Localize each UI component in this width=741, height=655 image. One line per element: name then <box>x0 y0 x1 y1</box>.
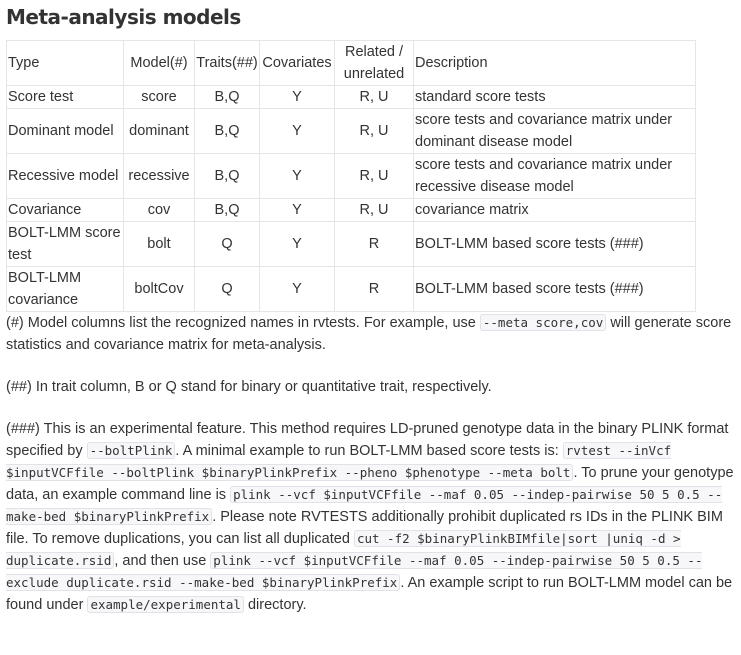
table-row: BOLT-LMM score test bolt Q Y R BOLT-LMM … <box>6 221 696 267</box>
table-row: Recessive model recessive B,Q Y R, U sco… <box>6 153 696 199</box>
cell-model: recessive <box>123 153 195 199</box>
cell-covariates: Y <box>259 221 335 267</box>
cell-type: Dominant model <box>6 108 124 154</box>
cell-type: Covariance <box>6 198 124 222</box>
cell-type: Score test <box>6 85 124 109</box>
paragraph-gap <box>6 356 735 376</box>
cell-description: score tests and covariance matrix under … <box>413 153 696 199</box>
cell-model: bolt <box>123 221 195 267</box>
code-boltplink: --boltPlink <box>86 442 176 459</box>
table-header-row: Type Model(#) Traits(##) Covariates Rela… <box>6 40 696 86</box>
table-row: Dominant model dominant B,Q Y R, U score… <box>6 108 696 154</box>
page: Meta-analysis models Type Model(#) Trait… <box>6 5 735 616</box>
cell-related: R <box>334 266 414 312</box>
note3-text: . To prune your genotype data, an exampl… <box>6 465 734 503</box>
note3-text: (###) This is an experimental feature. T… <box>6 421 729 459</box>
cell-model: score <box>123 85 195 109</box>
cell-related: R <box>334 221 414 267</box>
note-model-columns: (#) Model columns list the recognized na… <box>6 312 735 356</box>
cell-model: cov <box>123 198 195 222</box>
header-traits: Traits(##) <box>194 40 260 86</box>
section-heading: Meta-analysis models <box>6 5 241 29</box>
note-experimental: (###) This is an experimental feature. T… <box>6 418 735 616</box>
cell-description: standard score tests <box>413 85 696 109</box>
header-model: Model(#) <box>123 40 195 86</box>
table-row: Score test score B,Q Y R, U standard sco… <box>6 85 696 109</box>
cell-covariates: Y <box>259 108 335 154</box>
cell-traits: B,Q <box>194 153 260 199</box>
cell-covariates: Y <box>259 153 335 199</box>
models-table: Type Model(#) Traits(##) Covariates Rela… <box>6 40 696 312</box>
cell-description: BOLT-LMM based score tests (###) <box>413 266 696 312</box>
note1-text: will generate score statistics and covar… <box>6 315 732 353</box>
cell-type: BOLT-LMM score test <box>6 221 124 267</box>
note3-text: . A minimal example to run BOLT-LMM base… <box>175 443 563 459</box>
note3-text: directory. <box>243 597 307 613</box>
cell-type: BOLT-LMM covariance <box>6 266 124 312</box>
cell-traits: Q <box>194 221 260 267</box>
cell-related: R, U <box>334 85 414 109</box>
cell-related: R, U <box>334 153 414 199</box>
table-row: Covariance cov B,Q Y R, U covariance mat… <box>6 198 696 222</box>
cell-traits: B,Q <box>194 198 260 222</box>
header-description: Description <box>413 40 696 86</box>
cell-traits: B,Q <box>194 85 260 109</box>
note1-text: (#) Model columns list the recognized na… <box>6 315 480 331</box>
cell-related: R, U <box>334 108 414 154</box>
cell-traits: B,Q <box>194 108 260 154</box>
note3-text: . An example script to run BOLT-LMM mode… <box>6 575 733 613</box>
cell-description: BOLT-LMM based score tests (###) <box>413 221 696 267</box>
header-covariates: Covariates <box>259 40 335 86</box>
table-row: BOLT-LMM covariance boltCov Q Y R BOLT-L… <box>6 266 696 312</box>
header-related: Related / unrelated <box>334 40 414 86</box>
cell-related: R, U <box>334 198 414 222</box>
cell-covariates: Y <box>259 266 335 312</box>
paragraph-gap <box>6 398 735 418</box>
code-example-directory: example/experimental <box>87 596 244 613</box>
cell-model: dominant <box>123 108 195 154</box>
cell-type: Recessive model <box>6 153 124 199</box>
cell-model: boltCov <box>123 266 195 312</box>
cell-description: covariance matrix <box>413 198 696 222</box>
code-meta-score-cov: --meta score,cov <box>479 314 607 331</box>
cell-description: score tests and covariance matrix under … <box>413 108 696 154</box>
cell-traits: Q <box>194 266 260 312</box>
header-type: Type <box>6 40 124 86</box>
note3-text: , and then use <box>114 553 211 569</box>
note-trait-column: (##) In trait column, B or Q stand for b… <box>6 379 492 395</box>
note3-text: . Please note RVTESTS additionally prohi… <box>6 509 723 547</box>
cell-covariates: Y <box>259 198 335 222</box>
cell-covariates: Y <box>259 85 335 109</box>
